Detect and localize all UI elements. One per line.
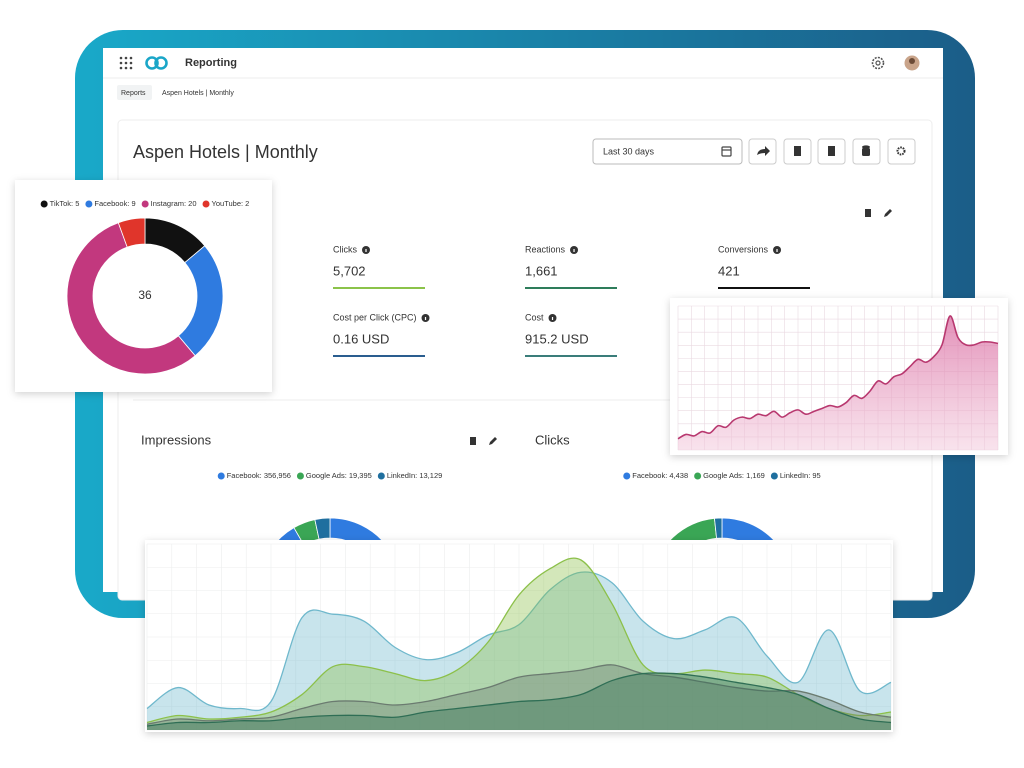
date-range-picker[interactable]: [592, 138, 743, 165]
overlay-line: [146, 664, 892, 725]
breadcrumb: Reports: [121, 90, 146, 97]
metric-label: Cost per Click (CPC): [333, 312, 417, 322]
overlay-line: [146, 672, 892, 727]
legend-swatch: [217, 472, 225, 480]
legend-label: Google Ads: 1,169: [703, 471, 765, 480]
legend-swatch: [85, 200, 93, 208]
overlay-area: [147, 664, 891, 730]
section-title: Clicks: [535, 432, 570, 447]
legend-label: Google Ads: 19,395: [306, 471, 372, 480]
share-icon: [757, 146, 770, 156]
legend-swatch: [296, 472, 304, 480]
overlay-area: [147, 558, 891, 730]
legend-label: Facebook: 9: [94, 199, 135, 208]
metric-label: Cost: [525, 312, 544, 322]
legend-swatch: [40, 200, 48, 208]
section-title: Impressions: [141, 432, 212, 447]
legend-label: Facebook: 356,956: [227, 471, 291, 480]
legend-swatch: [377, 472, 385, 480]
donut-segment: [314, 517, 331, 540]
legend: TikTok: 5 Facebook: 9 Instagram: 20 YouTube…: [40, 199, 250, 208]
metric-value: 915.2 USD: [525, 331, 589, 346]
metric-value: 5,702: [333, 263, 366, 278]
legend: Facebook: 356,956 Google Ads: 19,395 Linke…: [217, 471, 442, 480]
breadcrumb: Aspen Hotels | Monthly: [162, 90, 234, 97]
pdf-icon[interactable]: [865, 209, 871, 217]
toolbar: [748, 138, 916, 165]
legend-swatch: [141, 200, 149, 208]
legend-label: Facebook: 4,438: [632, 471, 688, 480]
legend-label: YouTube: 2: [212, 199, 250, 208]
trend-line: [677, 315, 999, 440]
donut-total: 36: [138, 288, 152, 302]
report-title: Aspen Hotels | Monthly: [133, 142, 318, 162]
metric-label: Clicks: [333, 244, 357, 254]
settings-icon[interactable]: [871, 56, 885, 70]
donut-segment: [117, 217, 146, 248]
legend-swatch: [202, 200, 210, 208]
donut-segment: [714, 517, 723, 539]
metric-value: 421: [718, 263, 740, 278]
metric-label: Conversions: [718, 244, 769, 254]
gear-icon: [896, 146, 906, 156]
legend-label: LinkedIn: 13,129: [387, 471, 442, 480]
pdf-icon[interactable]: [470, 437, 476, 445]
trend-area: [678, 315, 998, 450]
legend-label: Instagram: 20: [151, 199, 197, 208]
apps-icon[interactable]: [119, 56, 133, 70]
settings-button[interactable]: [887, 138, 916, 165]
metric-value: 1,661: [525, 263, 558, 278]
avatar[interactable]: [904, 55, 920, 71]
metric-label: Reactions: [525, 244, 566, 254]
calendar-icon: [721, 146, 732, 157]
donut-segment: [66, 222, 196, 375]
overlay-line: [146, 571, 892, 712]
legend-swatch: [623, 472, 631, 480]
metric-actions: [470, 209, 892, 445]
logo[interactable]: [145, 56, 168, 70]
overlay-area: [147, 572, 891, 730]
edit-icon[interactable]: [489, 437, 497, 445]
legend-swatch: [770, 472, 778, 480]
database-icon: [862, 145, 870, 156]
legend-label: TikTok: 5: [50, 199, 80, 208]
file-icon: [794, 146, 801, 156]
legend-swatch: [694, 472, 702, 480]
date-range-label: Last 30 days: [603, 146, 655, 156]
file-icon: [828, 146, 835, 156]
legend: Facebook: 4,438 Google Ads: 1,169 LinkedIn…: [623, 471, 821, 480]
app-title: Reporting: [185, 57, 237, 69]
content: Reporting Reports Aspen Hotels | Monthly As…: [15, 57, 1008, 732]
breadcrumb-pill[interactable]: [117, 85, 152, 100]
top-bar: [103, 48, 943, 78]
legend-label: LinkedIn: 95: [780, 471, 821, 480]
edit-icon[interactable]: [884, 209, 892, 217]
overlay-line: [146, 557, 892, 724]
metric-value: 0.16 USD: [333, 331, 389, 346]
